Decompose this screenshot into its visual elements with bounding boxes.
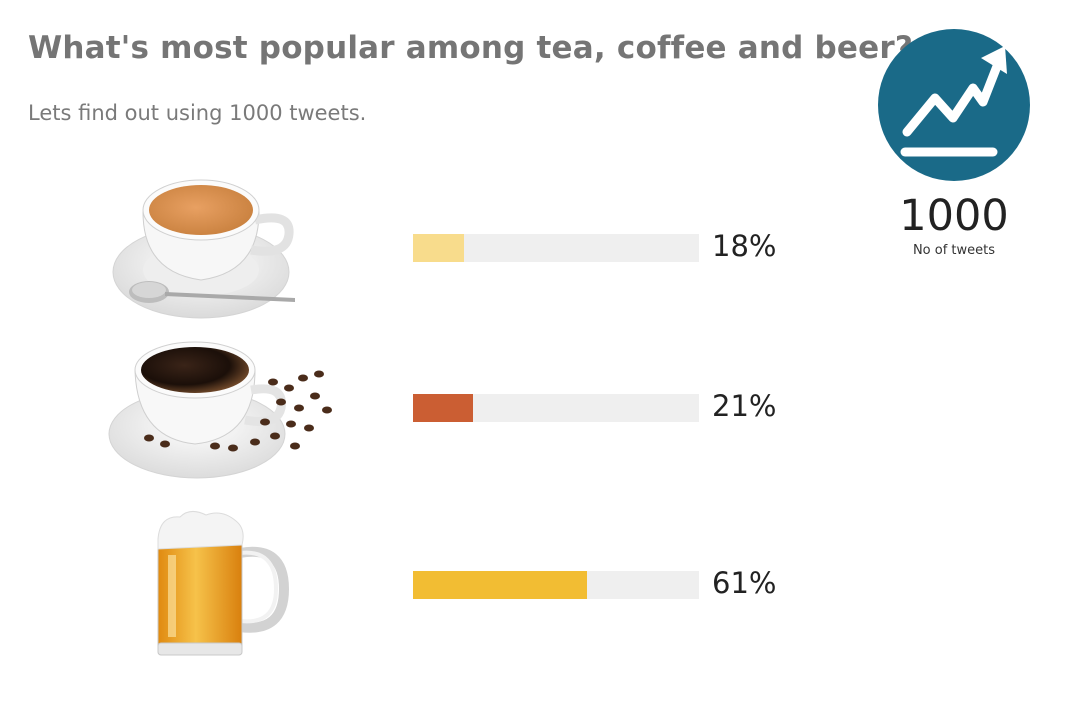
coffee-bar-track [413, 394, 699, 422]
coffee-bar [413, 394, 474, 422]
coffee-percent-label: 21% [712, 389, 777, 423]
tea-percent-label: 18% [712, 229, 777, 263]
tweet-count-value: 1000 [899, 191, 1009, 241]
tea-cup-icon [112, 179, 295, 319]
page-title: What's most popular among tea, coffee an… [28, 30, 914, 66]
beer-percent-label: 61% [712, 566, 777, 600]
beer-mug-icon [157, 511, 290, 656]
page-subtitle: Lets find out using 1000 tweets. [28, 101, 367, 125]
tea-bar-track [413, 234, 699, 262]
tea-bar [413, 234, 465, 262]
trend-up-icon [878, 29, 1030, 181]
beer-bar-track [413, 571, 699, 599]
coffee-cup-icon [108, 341, 332, 479]
beer-bar [413, 571, 588, 599]
tweet-count-label: No of tweets [912, 243, 996, 258]
